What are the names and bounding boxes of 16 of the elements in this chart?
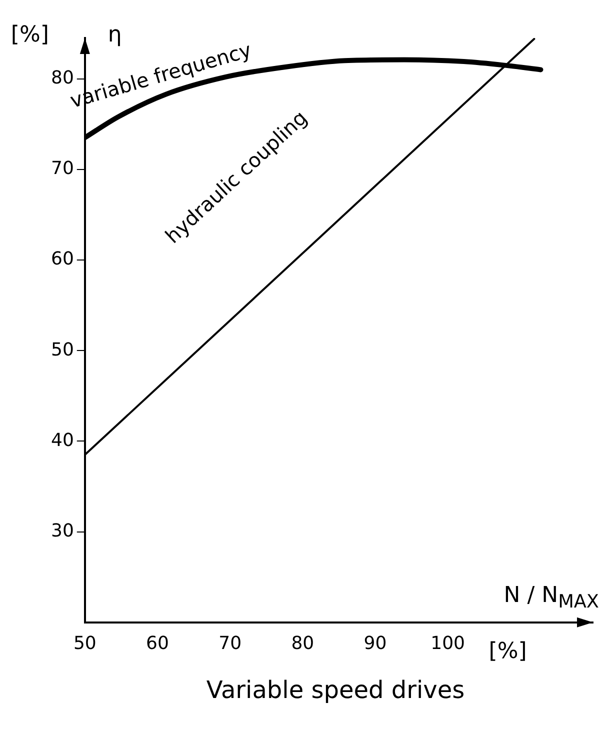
x-tick-label: 70 [218,632,242,654]
x-tick-label: 100 [430,632,466,654]
x-tick-label: 60 [146,632,169,654]
annotation: η [108,22,122,48]
y-tick-label: 30 [51,520,74,542]
x-tick-label: 50 [73,632,96,654]
text: [%] [488,639,527,664]
y-tick-label: 50 [51,339,74,360]
y-tick-label: 60 [51,248,74,270]
y-axis-title: [%] [10,22,49,48]
x-tick-label: 90 [364,632,387,654]
y-tick-label: 40 [51,430,74,451]
text: Variable speed drives [205,676,466,704]
x-axis-title: N / N$_{MAX}$ [504,583,599,612]
x-tick-label: 80 [291,632,314,654]
y-tick-label: 70 [51,158,74,180]
